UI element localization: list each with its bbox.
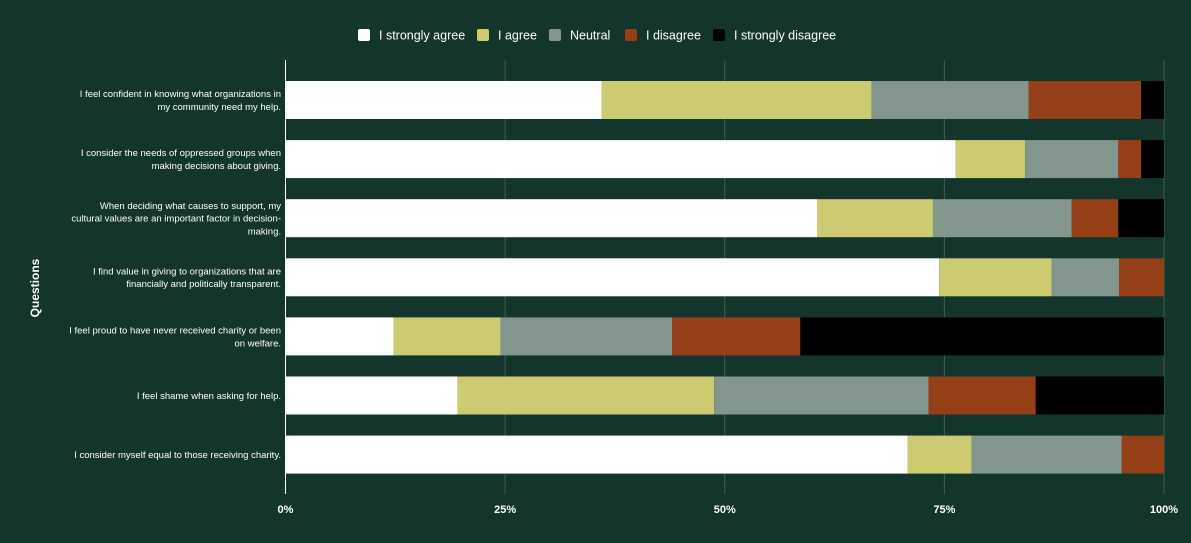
x-tick-label: 100%	[1150, 504, 1178, 516]
bar-segment	[939, 258, 1052, 297]
bar-segment	[672, 317, 801, 356]
bar-segment	[285, 435, 908, 474]
bar-segment	[285, 376, 458, 415]
bar-segment	[1071, 199, 1119, 238]
category-label: I feel shame when asking for help.	[137, 391, 281, 402]
bar-segment	[816, 199, 933, 238]
bar-segment	[1141, 140, 1164, 179]
x-tick-label: 25%	[494, 504, 516, 516]
legend-swatch	[625, 29, 637, 41]
bar-segment	[971, 435, 1122, 474]
bar-segment	[871, 81, 1029, 119]
category-label-line: I feel proud to have never received char…	[69, 326, 281, 337]
bar-segment	[1118, 140, 1142, 179]
category-label-line: making decisions about giving.	[152, 161, 281, 172]
bar-segment	[932, 199, 1072, 238]
bar-segment	[285, 258, 940, 297]
legend-swatch	[713, 29, 725, 41]
bar-segment	[714, 376, 929, 415]
category-label-line: cultural values are an important factor …	[71, 214, 281, 225]
x-tick-label: 0%	[278, 504, 294, 516]
bar-segment	[1035, 376, 1164, 415]
bar-segment	[955, 140, 1026, 179]
bar-segment	[393, 317, 501, 356]
category-label-line: I find value in giving to organizations …	[93, 266, 281, 277]
bar-segment	[928, 376, 1036, 415]
category-label: I feel confident in knowing what organiz…	[80, 89, 281, 113]
bars	[285, 81, 1164, 474]
legend: I strongly agree I agree Neutral I disagree…	[358, 29, 836, 43]
bar-segment	[1051, 258, 1120, 297]
category-label-line: making.	[248, 227, 281, 238]
legend-label: I agree	[498, 29, 537, 43]
bar-segment	[457, 376, 715, 415]
legend-label: Neutral	[570, 29, 610, 43]
bar-segment	[1141, 81, 1164, 119]
x-tick-label: 50%	[714, 504, 736, 516]
category-label: I consider myself equal to those receivi…	[74, 450, 281, 461]
bar-segment	[285, 317, 394, 356]
category-labels: I feel confident in knowing what organiz…	[69, 89, 281, 461]
x-tick-label: 75%	[933, 504, 955, 516]
category-label-line: I consider the needs of oppressed groups…	[81, 148, 281, 159]
legend-swatch	[358, 29, 370, 41]
category-label-line: I feel shame when asking for help.	[137, 391, 281, 402]
legend-label: I disagree	[646, 29, 701, 43]
bar-segment	[800, 317, 1164, 356]
category-label-line: When deciding what causes to support, my	[100, 201, 281, 212]
category-label-line: my community need my help.	[157, 102, 281, 113]
category-label: I feel proud to have never received char…	[69, 326, 281, 350]
category-label: I consider the needs of oppressed groups…	[81, 148, 281, 172]
category-label-line: on welfare.	[235, 338, 281, 349]
bar-segment	[1028, 81, 1142, 119]
bar-segment	[1025, 140, 1119, 179]
category-label-line: I consider myself equal to those receivi…	[74, 450, 281, 461]
bar-segment	[907, 435, 972, 474]
bar-segment	[285, 81, 602, 119]
bar-segment	[285, 199, 817, 238]
bar-segment	[500, 317, 673, 356]
legend-swatch	[549, 29, 561, 41]
bar-segment	[285, 140, 956, 179]
bar-segment	[601, 81, 872, 119]
bar-segment	[1121, 435, 1164, 474]
x-axis-ticks: 0% 25% 50% 75% 100%	[278, 504, 1179, 516]
bar-segment	[1119, 258, 1164, 297]
category-label-line: financially and politically transparent.	[126, 279, 281, 290]
category-label-line: I feel confident in knowing what organiz…	[80, 89, 281, 100]
legend-label: I strongly disagree	[734, 29, 836, 43]
legend-label: I strongly agree	[379, 29, 465, 43]
y-axis-title: Questions	[28, 258, 42, 317]
bar-segment	[1118, 199, 1164, 238]
legend-swatch	[477, 29, 489, 41]
category-label: I find value in giving to organizations …	[93, 266, 281, 290]
category-label: When deciding what causes to support, my…	[71, 201, 281, 238]
